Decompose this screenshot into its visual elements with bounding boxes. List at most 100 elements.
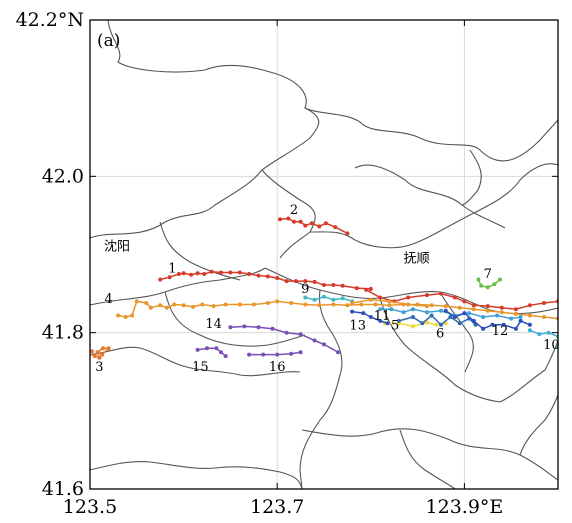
track-point xyxy=(289,351,294,356)
track-label-6: 6 xyxy=(436,326,444,341)
track-point xyxy=(303,279,308,284)
track-4 xyxy=(116,299,569,322)
track-point xyxy=(312,338,317,343)
track-point xyxy=(322,342,326,347)
track-point xyxy=(387,303,392,308)
track-point xyxy=(331,283,336,287)
track-point xyxy=(513,311,518,316)
track-point xyxy=(406,302,411,307)
track-point xyxy=(298,219,303,224)
track-point xyxy=(471,318,476,323)
track-point xyxy=(90,349,94,354)
track-label-4: 4 xyxy=(105,292,113,307)
track-point xyxy=(100,352,105,357)
track-label-9: 9 xyxy=(301,282,309,297)
track-extra-17 xyxy=(350,297,429,309)
track-point xyxy=(148,305,153,310)
track-point xyxy=(439,291,443,296)
track-point xyxy=(387,299,392,304)
track-point xyxy=(378,295,383,300)
track-12 xyxy=(443,308,532,331)
track-point xyxy=(354,286,359,291)
track-point xyxy=(537,332,542,337)
track-point xyxy=(292,219,296,224)
track-point xyxy=(425,320,429,325)
track-point xyxy=(368,286,373,291)
track-label-16: 16 xyxy=(269,360,286,375)
track-point xyxy=(425,304,429,309)
track-point xyxy=(286,216,291,221)
track-point xyxy=(130,313,135,318)
track-point xyxy=(453,315,457,319)
track-point xyxy=(457,305,462,310)
track-point xyxy=(181,271,186,276)
track-point xyxy=(312,297,317,302)
track-point xyxy=(92,354,97,359)
track-point xyxy=(256,273,261,278)
track-14 xyxy=(228,324,340,355)
track-9 xyxy=(303,294,355,304)
track-point xyxy=(219,350,223,355)
track-point xyxy=(284,330,289,335)
track-point xyxy=(106,346,111,351)
track-point xyxy=(361,311,366,316)
track-point xyxy=(434,322,439,327)
track-label-14: 14 xyxy=(205,317,222,332)
track-point xyxy=(378,307,383,312)
track-point xyxy=(485,308,490,313)
track-point xyxy=(237,302,242,307)
track-point xyxy=(322,283,326,287)
track-3 xyxy=(90,346,111,360)
track-point xyxy=(298,350,303,355)
track-label-15: 15 xyxy=(192,360,209,375)
track-point xyxy=(134,299,139,304)
track-point xyxy=(205,346,209,351)
track-point xyxy=(167,275,172,280)
track-point xyxy=(333,225,338,230)
track-point xyxy=(256,325,261,330)
track-point xyxy=(385,321,390,326)
track-point xyxy=(242,324,247,329)
track-point xyxy=(181,303,186,308)
track-point xyxy=(410,307,415,312)
track-6 xyxy=(396,313,478,327)
panel-label: (a) xyxy=(97,31,120,51)
track-point xyxy=(158,277,163,282)
x-axis: 123.5 123.7 123.9°E xyxy=(63,20,503,518)
track-point xyxy=(490,322,495,327)
track-point xyxy=(471,303,476,308)
track-point xyxy=(518,315,523,319)
track-point xyxy=(312,279,317,284)
track-point xyxy=(565,318,569,322)
map-area xyxy=(90,20,558,489)
track-point xyxy=(457,321,462,326)
track-point xyxy=(323,221,328,226)
track-point xyxy=(499,305,504,310)
track-point xyxy=(251,302,256,307)
track-point xyxy=(191,304,195,309)
track-point xyxy=(278,217,282,222)
track-point xyxy=(498,277,502,282)
track-point xyxy=(202,272,207,276)
track-point xyxy=(542,301,546,305)
track-point xyxy=(485,304,490,309)
track-point xyxy=(485,285,490,290)
track-point xyxy=(443,304,448,309)
track-point xyxy=(261,352,266,357)
track-point xyxy=(561,339,565,343)
x-tick-label-2: 123.9°E xyxy=(426,496,504,518)
track-point xyxy=(406,295,411,300)
track-point xyxy=(97,355,102,360)
track-point xyxy=(195,271,200,276)
track-point xyxy=(331,302,336,307)
track-point xyxy=(542,315,546,319)
track-7 xyxy=(476,277,502,290)
track-label-13: 13 xyxy=(349,319,366,334)
track-point xyxy=(401,310,406,315)
track-line xyxy=(445,310,531,330)
city-label-0: 沈阳 xyxy=(104,240,130,255)
city-label-1: 抚顺 xyxy=(404,251,430,266)
track-point xyxy=(293,279,298,284)
track-point xyxy=(223,354,228,359)
track-line xyxy=(279,217,348,235)
